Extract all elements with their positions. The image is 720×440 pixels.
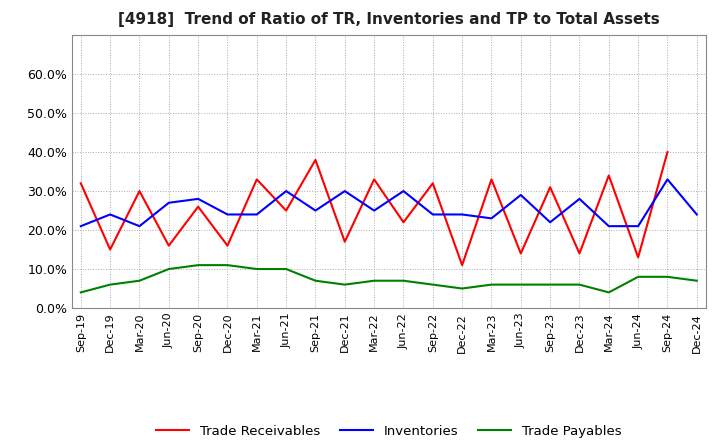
- Trade Payables: [663, 274, 672, 279]
- Trade Payables: [634, 274, 642, 279]
- Inventories: [399, 188, 408, 194]
- Line: Trade Receivables: Trade Receivables: [81, 152, 667, 265]
- Line: Inventories: Inventories: [81, 180, 697, 226]
- Trade Receivables: [458, 263, 467, 268]
- Trade Payables: [428, 282, 437, 287]
- Trade Receivables: [605, 173, 613, 178]
- Inventories: [605, 224, 613, 229]
- Trade Receivables: [634, 255, 642, 260]
- Inventories: [164, 200, 173, 205]
- Trade Payables: [605, 290, 613, 295]
- Trade Payables: [516, 282, 525, 287]
- Inventories: [516, 192, 525, 198]
- Inventories: [223, 212, 232, 217]
- Trade Receivables: [370, 177, 379, 182]
- Trade Payables: [487, 282, 496, 287]
- Inventories: [194, 196, 202, 202]
- Trade Payables: [106, 282, 114, 287]
- Inventories: [311, 208, 320, 213]
- Trade Receivables: [487, 177, 496, 182]
- Trade Receivables: [311, 157, 320, 162]
- Inventories: [634, 224, 642, 229]
- Inventories: [487, 216, 496, 221]
- Trade Receivables: [106, 247, 114, 252]
- Legend: Trade Receivables, Inventories, Trade Payables: Trade Receivables, Inventories, Trade Pa…: [151, 420, 626, 440]
- Trade Payables: [370, 278, 379, 283]
- Trade Receivables: [164, 243, 173, 248]
- Inventories: [370, 208, 379, 213]
- Line: Trade Payables: Trade Payables: [81, 265, 697, 293]
- Trade Receivables: [135, 188, 144, 194]
- Trade Payables: [546, 282, 554, 287]
- Trade Payables: [76, 290, 85, 295]
- Inventories: [663, 177, 672, 182]
- Inventories: [575, 196, 584, 202]
- Trade Receivables: [399, 220, 408, 225]
- Trade Payables: [253, 266, 261, 271]
- Trade Payables: [135, 278, 144, 283]
- Trade Receivables: [194, 204, 202, 209]
- Inventories: [693, 212, 701, 217]
- Inventories: [341, 188, 349, 194]
- Trade Receivables: [76, 181, 85, 186]
- Inventories: [106, 212, 114, 217]
- Trade Receivables: [223, 243, 232, 248]
- Trade Receivables: [516, 251, 525, 256]
- Trade Receivables: [663, 150, 672, 155]
- Inventories: [282, 188, 290, 194]
- Trade Payables: [693, 278, 701, 283]
- Trade Receivables: [341, 239, 349, 244]
- Trade Payables: [458, 286, 467, 291]
- Inventories: [253, 212, 261, 217]
- Trade Payables: [194, 263, 202, 268]
- Inventories: [428, 212, 437, 217]
- Trade Payables: [223, 263, 232, 268]
- Trade Payables: [341, 282, 349, 287]
- Inventories: [76, 224, 85, 229]
- Title: [4918]  Trend of Ratio of TR, Inventories and TP to Total Assets: [4918] Trend of Ratio of TR, Inventories…: [118, 12, 660, 27]
- Trade Payables: [282, 266, 290, 271]
- Inventories: [546, 220, 554, 225]
- Inventories: [458, 212, 467, 217]
- Inventories: [135, 224, 144, 229]
- Trade Payables: [164, 266, 173, 271]
- Trade Receivables: [282, 208, 290, 213]
- Trade Payables: [399, 278, 408, 283]
- Trade Receivables: [575, 251, 584, 256]
- Trade Payables: [575, 282, 584, 287]
- Trade Receivables: [428, 181, 437, 186]
- Trade Receivables: [253, 177, 261, 182]
- Trade Receivables: [546, 184, 554, 190]
- Trade Payables: [311, 278, 320, 283]
